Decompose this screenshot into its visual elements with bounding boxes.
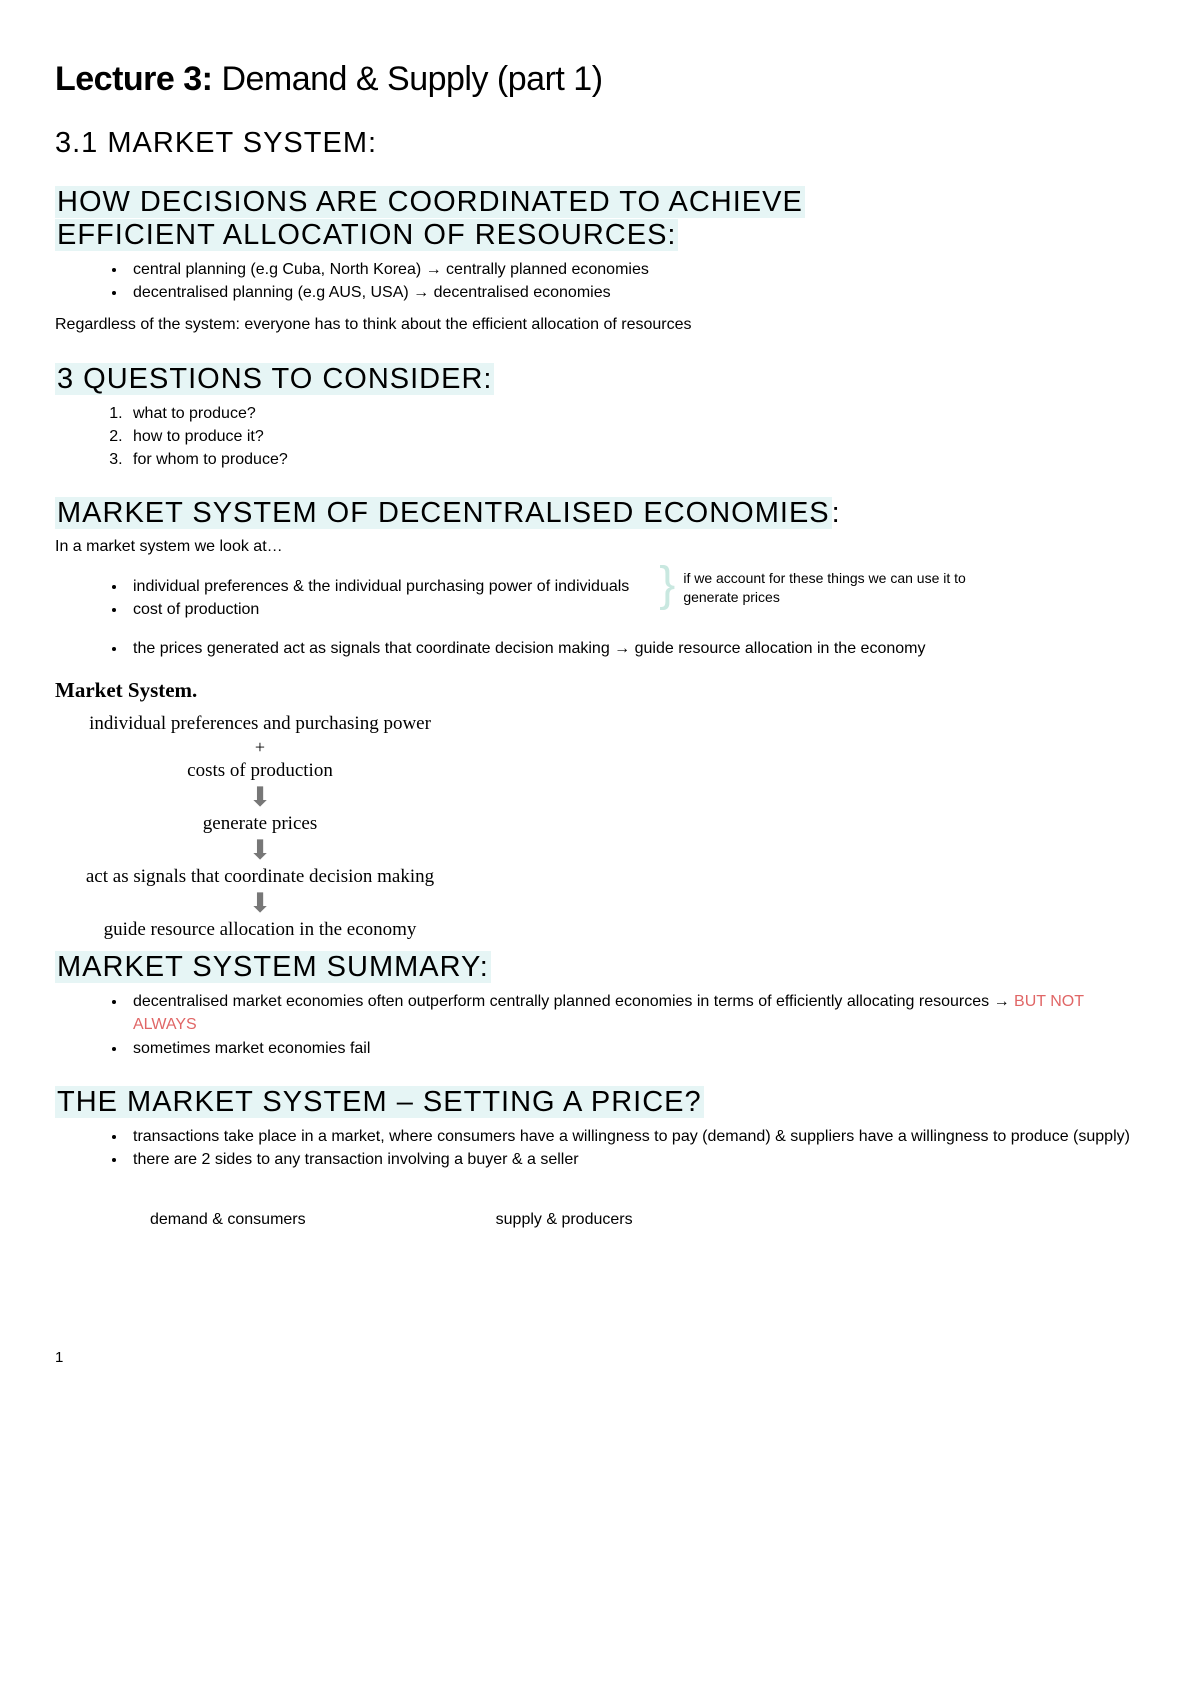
list-item: central planning (e.g Cuba, North Korea)… (127, 258, 1145, 281)
diagram-row: individual preferences and purchasing po… (55, 713, 465, 735)
list-item: transactions take place in a market, whe… (127, 1125, 1145, 1148)
heading-questions: 3 QUESTIONS TO CONSIDER: (55, 363, 1145, 396)
title-rest: Demand & Supply (part 1) (213, 60, 603, 98)
summary-list: decentralised market economies often out… (55, 990, 1145, 1060)
supply-label: supply & producers (496, 1211, 633, 1229)
list-item: what to produce? (127, 402, 1145, 425)
diagram-title: Market System. (55, 678, 1145, 703)
list-item: decentralised planning (e.g AUS, USA) → … (127, 281, 1145, 304)
diagram-arrow-icon: ⬇ (55, 784, 465, 811)
heading-3-1: 3.1 MARKET SYSTEM: (55, 127, 1145, 160)
questions-list: what to produce? how to produce it? for … (55, 402, 1145, 472)
demand-supply-pair: demand & consumers supply & producers (150, 1211, 1145, 1229)
price-list: transactions take place in a market, whe… (55, 1125, 1145, 1171)
decentral-two-col: individual preferences & the individual … (55, 565, 1145, 631)
heading-decisions-line1: HOW DECISIONS ARE COORDINATED TO ACHIEVE (55, 186, 805, 218)
diagram-row: costs of production (55, 760, 465, 782)
list-item: there are 2 sides to any transaction inv… (127, 1148, 1145, 1171)
heading-decisions: HOW DECISIONS ARE COORDINATED TO ACHIEVE… (55, 186, 1145, 252)
side-note: if we account for these things we can us… (683, 569, 983, 607)
heading-summary: MARKET SYSTEM SUMMARY: (55, 951, 1145, 984)
list-item: sometimes market economies fail (127, 1037, 1145, 1060)
heading-decisions-line2: EFFICIENT ALLOCATION OF RESOURCES: (55, 219, 678, 251)
list-item: decentralised market economies often out… (127, 990, 1145, 1036)
decentral-intro: In a market system we look at… (55, 536, 1145, 558)
diagram-arrow-icon: ⬇ (55, 837, 465, 864)
diagram-plus: + (55, 737, 465, 758)
regardless-text: Regardless of the system: everyone has t… (55, 314, 1145, 336)
brace-note: } if we account for these things we can … (659, 569, 983, 607)
page-title: Lecture 3: Demand & Supply (part 1) (55, 60, 1145, 99)
diagram-arrow-icon: ⬇ (55, 890, 465, 917)
list-item: cost of production (127, 598, 629, 621)
list-item: individual preferences & the individual … (127, 575, 629, 598)
brace-icon: } (659, 566, 675, 604)
list-item: for whom to produce? (127, 448, 1145, 471)
diagram-row: act as signals that coordinate decision … (55, 866, 465, 888)
heading-decentralised: MARKET SYSTEM OF DECENTRALISED ECONOMIES… (55, 497, 1145, 530)
page-number: 1 (55, 1349, 1145, 1366)
list-item: the prices generated act as signals that… (127, 637, 1145, 660)
heading-setting-price: THE MARKET SYSTEM – SETTING A PRICE? (55, 1086, 1145, 1119)
market-system-diagram: Market System. individual preferences an… (55, 678, 1145, 941)
coordination-list: central planning (e.g Cuba, North Korea)… (55, 258, 1145, 304)
list-item: how to produce it? (127, 425, 1145, 448)
demand-label: demand & consumers (150, 1211, 306, 1229)
diagram-row: guide resource allocation in the economy (55, 919, 465, 941)
diagram-row: generate prices (55, 813, 465, 835)
title-label: Lecture 3: (55, 60, 213, 98)
